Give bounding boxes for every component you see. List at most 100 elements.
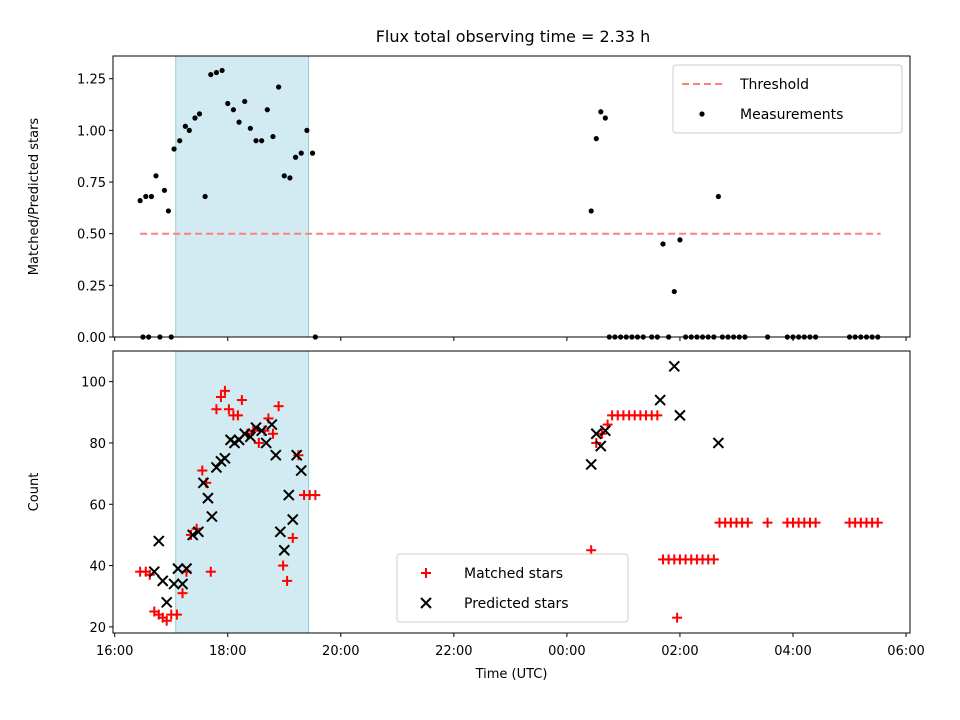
x-tick-label: 20:00 <box>322 644 359 659</box>
legend-measurements-swatch <box>699 111 705 117</box>
ratio-y-tick-label: 1.00 <box>77 124 106 139</box>
measurement-point <box>677 237 683 243</box>
measurement-point <box>148 193 155 200</box>
predicted-star-point <box>287 513 299 526</box>
predicted-star-point <box>210 461 223 474</box>
count-plot-frame <box>112 350 911 634</box>
count-y-axis-label: Count <box>27 473 42 512</box>
ratio-y-tick-label: 0.25 <box>77 279 106 294</box>
measurement-point <box>242 98 248 105</box>
predicted-star-point <box>197 477 210 489</box>
ratio-legend: Threshold Measurements <box>672 64 903 134</box>
predicted-star-point <box>270 449 282 461</box>
measurement-point <box>213 69 220 76</box>
predicted-star-point <box>290 449 303 461</box>
matched-star-point <box>177 588 188 599</box>
measurement-point <box>192 115 198 121</box>
legend-threshold-label: Threshold <box>739 77 809 93</box>
predicted-star-point <box>595 440 607 452</box>
predicted-star-point <box>148 565 160 578</box>
count-legend: Matched stars Predicted stars <box>396 553 629 623</box>
ratio-y-tick-label: 0.50 <box>77 228 106 243</box>
matched-star-point <box>236 395 247 406</box>
measurement-point <box>186 127 192 133</box>
measurement-point <box>247 125 253 131</box>
chart-title: Flux total observing time = 2.33 h <box>376 27 651 46</box>
predicted-star-point <box>176 578 189 590</box>
matched-star-point <box>219 385 230 396</box>
count-y-tick-label: 40 <box>89 560 106 575</box>
matched-star-point <box>652 410 663 421</box>
measurement-point <box>588 208 594 214</box>
count-observing-span <box>175 350 310 634</box>
measurement-point <box>153 173 159 179</box>
predicted-star-point <box>654 394 666 406</box>
predicted-star-point <box>186 529 199 541</box>
matched-star-point <box>742 517 753 528</box>
matched-star-point <box>672 612 683 623</box>
matched-star-point <box>293 450 304 461</box>
legend-matched-label: Matched stars <box>464 566 563 582</box>
measurement-point <box>161 187 168 193</box>
matched-star-point <box>591 437 602 448</box>
count-y-tick-label: 60 <box>89 498 106 513</box>
x-tick-label: 22:00 <box>435 644 472 659</box>
measurement-point <box>602 115 608 121</box>
measurement-point <box>715 193 721 200</box>
legend-predicted-swatch <box>420 597 432 609</box>
matched-star-point <box>282 575 293 586</box>
time-x-axis-label: Time (UTC) <box>475 667 548 682</box>
ratio-y-axis-label: Matched/Predicted stars <box>27 118 42 276</box>
predicted-star-point <box>668 360 680 373</box>
matched-star-point <box>171 609 182 620</box>
matched-star-point <box>310 490 321 501</box>
matched-star-point <box>211 404 222 415</box>
predicted-star-point <box>153 535 165 547</box>
x-tick-label: 00:00 <box>548 644 585 659</box>
count-y-tick-label: 20 <box>89 621 106 636</box>
measurement-point <box>276 84 282 90</box>
matched-star-point <box>205 566 216 577</box>
measurement-point <box>304 127 310 133</box>
legend-box <box>672 64 903 134</box>
measurement-point <box>137 198 143 204</box>
predicted-star-point <box>266 418 278 431</box>
measurement-point <box>219 67 225 74</box>
predicted-star-point <box>278 544 290 556</box>
measurement-point <box>281 173 287 179</box>
measurement-point <box>264 107 270 113</box>
predicted-star-point <box>250 421 262 434</box>
x-tick-label: 02:00 <box>661 644 698 659</box>
predicted-star-point <box>168 578 180 590</box>
matched-star-point <box>267 428 278 439</box>
measurement-point <box>309 150 316 156</box>
measurement-point <box>225 100 231 107</box>
x-tick-label: 18:00 <box>209 644 246 659</box>
measurement-point <box>165 208 171 214</box>
x-tick-label: 06:00 <box>887 644 924 659</box>
measurement-point <box>671 288 677 295</box>
predicted-star-point <box>712 437 725 449</box>
ratio-y-tick-label: 0.00 <box>77 331 106 346</box>
measurement-point <box>593 136 599 142</box>
matched-star-point <box>253 437 264 448</box>
predicted-star-point <box>157 575 169 587</box>
measurement-point <box>208 71 214 78</box>
x-tick-label: 16:00 <box>96 644 133 659</box>
matched-star-point <box>161 615 172 626</box>
legend-box <box>396 553 629 623</box>
ratio-y-tick-label: 1.25 <box>77 73 106 88</box>
measurement-point <box>253 138 259 144</box>
count-y-tick-label: 80 <box>89 437 106 452</box>
legend-measurements-label: Measurements <box>740 107 843 123</box>
predicted-star-point <box>599 424 612 437</box>
predicted-star-point <box>283 489 295 501</box>
predicted-star-point <box>255 424 268 437</box>
measurement-point <box>292 154 299 160</box>
x-tick-label: 04:00 <box>774 644 811 659</box>
predicted-star-point <box>585 458 597 471</box>
predicted-star-point <box>295 464 307 477</box>
measurement-point <box>259 138 265 144</box>
ratio-panel: 0.00 0.25 0.50 0.75 1.00 1.25 Matched/Predict… <box>27 55 911 346</box>
